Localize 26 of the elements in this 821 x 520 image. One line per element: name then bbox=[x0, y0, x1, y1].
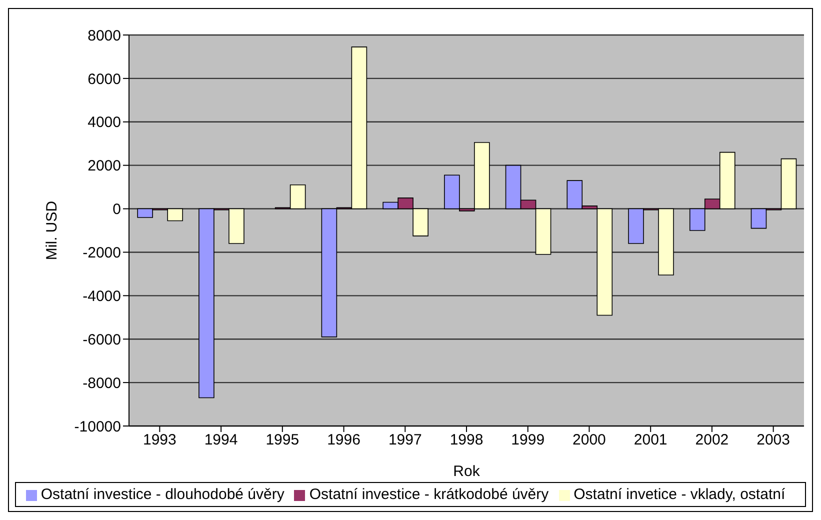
x-tick-label: 1993 bbox=[142, 432, 176, 449]
y-tick-label: 2000 bbox=[88, 158, 121, 175]
y-tick-label: -6000 bbox=[82, 331, 121, 348]
legend-label: Ostatní invetice - vklady, ostatní bbox=[574, 486, 786, 503]
y-tick-label: -4000 bbox=[82, 288, 121, 305]
x-tick-label: 1997 bbox=[388, 432, 422, 449]
y-tick-label: -10000 bbox=[74, 418, 121, 436]
y-tick-label: 6000 bbox=[88, 70, 121, 88]
x-tick-label: 2000 bbox=[572, 432, 606, 449]
x-tick-label: 1995 bbox=[266, 432, 300, 449]
x-tick-label: 1998 bbox=[450, 432, 484, 449]
x-tick-label: 1994 bbox=[204, 432, 238, 449]
y-axis-title: Mil. USD bbox=[43, 200, 60, 260]
y-tick-label: 0 bbox=[112, 201, 121, 218]
legend-label: Ostatní investice - dlouhodobé úvěry bbox=[40, 486, 284, 503]
legend-label: Ostatní investice - krátkodobé úvěry bbox=[309, 486, 549, 503]
x-tick-label: 1999 bbox=[511, 432, 545, 449]
x-tick-label: 1996 bbox=[327, 432, 360, 449]
y-tick-label: 4000 bbox=[88, 114, 121, 132]
x-tick-label: 2001 bbox=[634, 432, 668, 449]
x-tick-label: 2002 bbox=[695, 432, 729, 449]
x-axis-title: Rok bbox=[453, 463, 480, 480]
y-tick-label: -2000 bbox=[82, 244, 121, 262]
y-tick-label: 8000 bbox=[88, 27, 121, 44]
y-tick-label: -8000 bbox=[82, 374, 121, 392]
x-tick-label: 2003 bbox=[756, 432, 790, 449]
